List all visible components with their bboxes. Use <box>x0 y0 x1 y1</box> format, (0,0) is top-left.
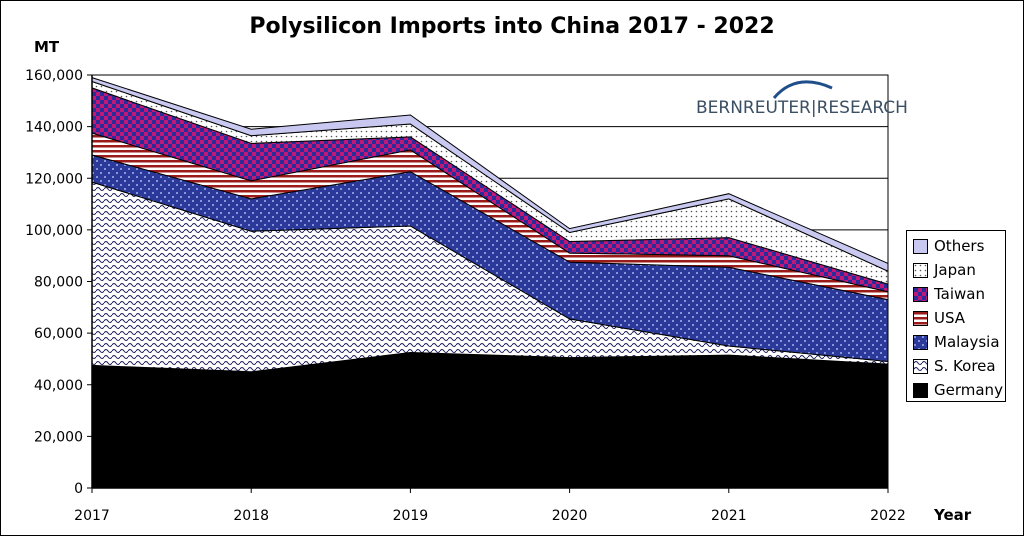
legend-swatch <box>913 286 928 302</box>
legend-label: Germany <box>934 381 1003 399</box>
legend-label: Others <box>934 237 985 255</box>
x-tick-label: 2021 <box>711 508 747 524</box>
y-tick-label: 100,000 <box>25 223 83 239</box>
bernreuter-logo: BERNREUTER|RESEARCH <box>696 76 908 124</box>
y-tick-label: 60,000 <box>34 326 83 342</box>
legend-swatch <box>913 238 928 254</box>
legend-label: Taiwan <box>934 285 986 303</box>
legend-item-malaysia: Malaysia <box>913 330 1005 354</box>
x-tick-label: 2022 <box>870 508 906 524</box>
legend-swatch <box>913 262 928 278</box>
legend-swatch <box>913 358 928 374</box>
legend-label: Japan <box>934 261 976 279</box>
x-tick-label: 2019 <box>393 508 429 524</box>
legend-label: USA <box>934 309 966 327</box>
y-tick-label: 140,000 <box>25 120 83 136</box>
legend-swatch <box>913 310 928 326</box>
y-tick-label: 120,000 <box>25 171 83 187</box>
area-others <box>91 76 889 272</box>
x-tick-label: 2020 <box>552 508 588 524</box>
legend-item-s-korea: S. Korea <box>913 354 1005 378</box>
chart-title: Polysilicon Imports into China 2017 - 20… <box>249 14 775 39</box>
legend-item-usa: USA <box>913 306 1005 330</box>
legend-swatch <box>913 382 928 398</box>
y-tick-label: 20,000 <box>34 429 83 445</box>
y-tick-label: 80,000 <box>34 275 83 291</box>
x-axis-label: Year <box>934 506 972 524</box>
legend-item-others: Others <box>913 234 1005 258</box>
area-germany <box>91 351 889 489</box>
legend-label: S. Korea <box>934 357 996 375</box>
legend-swatch <box>913 334 928 350</box>
legend-item-germany: Germany <box>913 378 1005 402</box>
y-tick-label: 40,000 <box>34 378 83 394</box>
legend-item-japan: Japan <box>913 258 1005 282</box>
legend-item-taiwan: Taiwan <box>913 282 1005 306</box>
y-axis-label: MT <box>34 38 60 56</box>
legend: Others Japan Taiwan USA Malaysia S. Korea Germ… <box>906 230 1006 402</box>
legend-label: Malaysia <box>934 333 1000 351</box>
x-tick-label: 2017 <box>74 508 110 524</box>
y-tick-label: 160,000 <box>25 68 83 84</box>
x-tick-label: 2018 <box>233 508 269 524</box>
y-tick-label: 0 <box>74 481 83 497</box>
